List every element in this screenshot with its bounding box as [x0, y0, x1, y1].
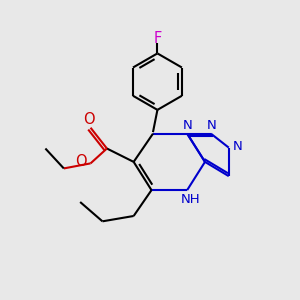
Text: NH: NH [181, 193, 200, 206]
Text: N: N [233, 140, 243, 153]
Text: N: N [183, 119, 193, 132]
Text: O: O [83, 112, 95, 127]
Text: F: F [153, 31, 162, 46]
Text: N: N [207, 119, 217, 132]
Text: O: O [75, 154, 87, 169]
